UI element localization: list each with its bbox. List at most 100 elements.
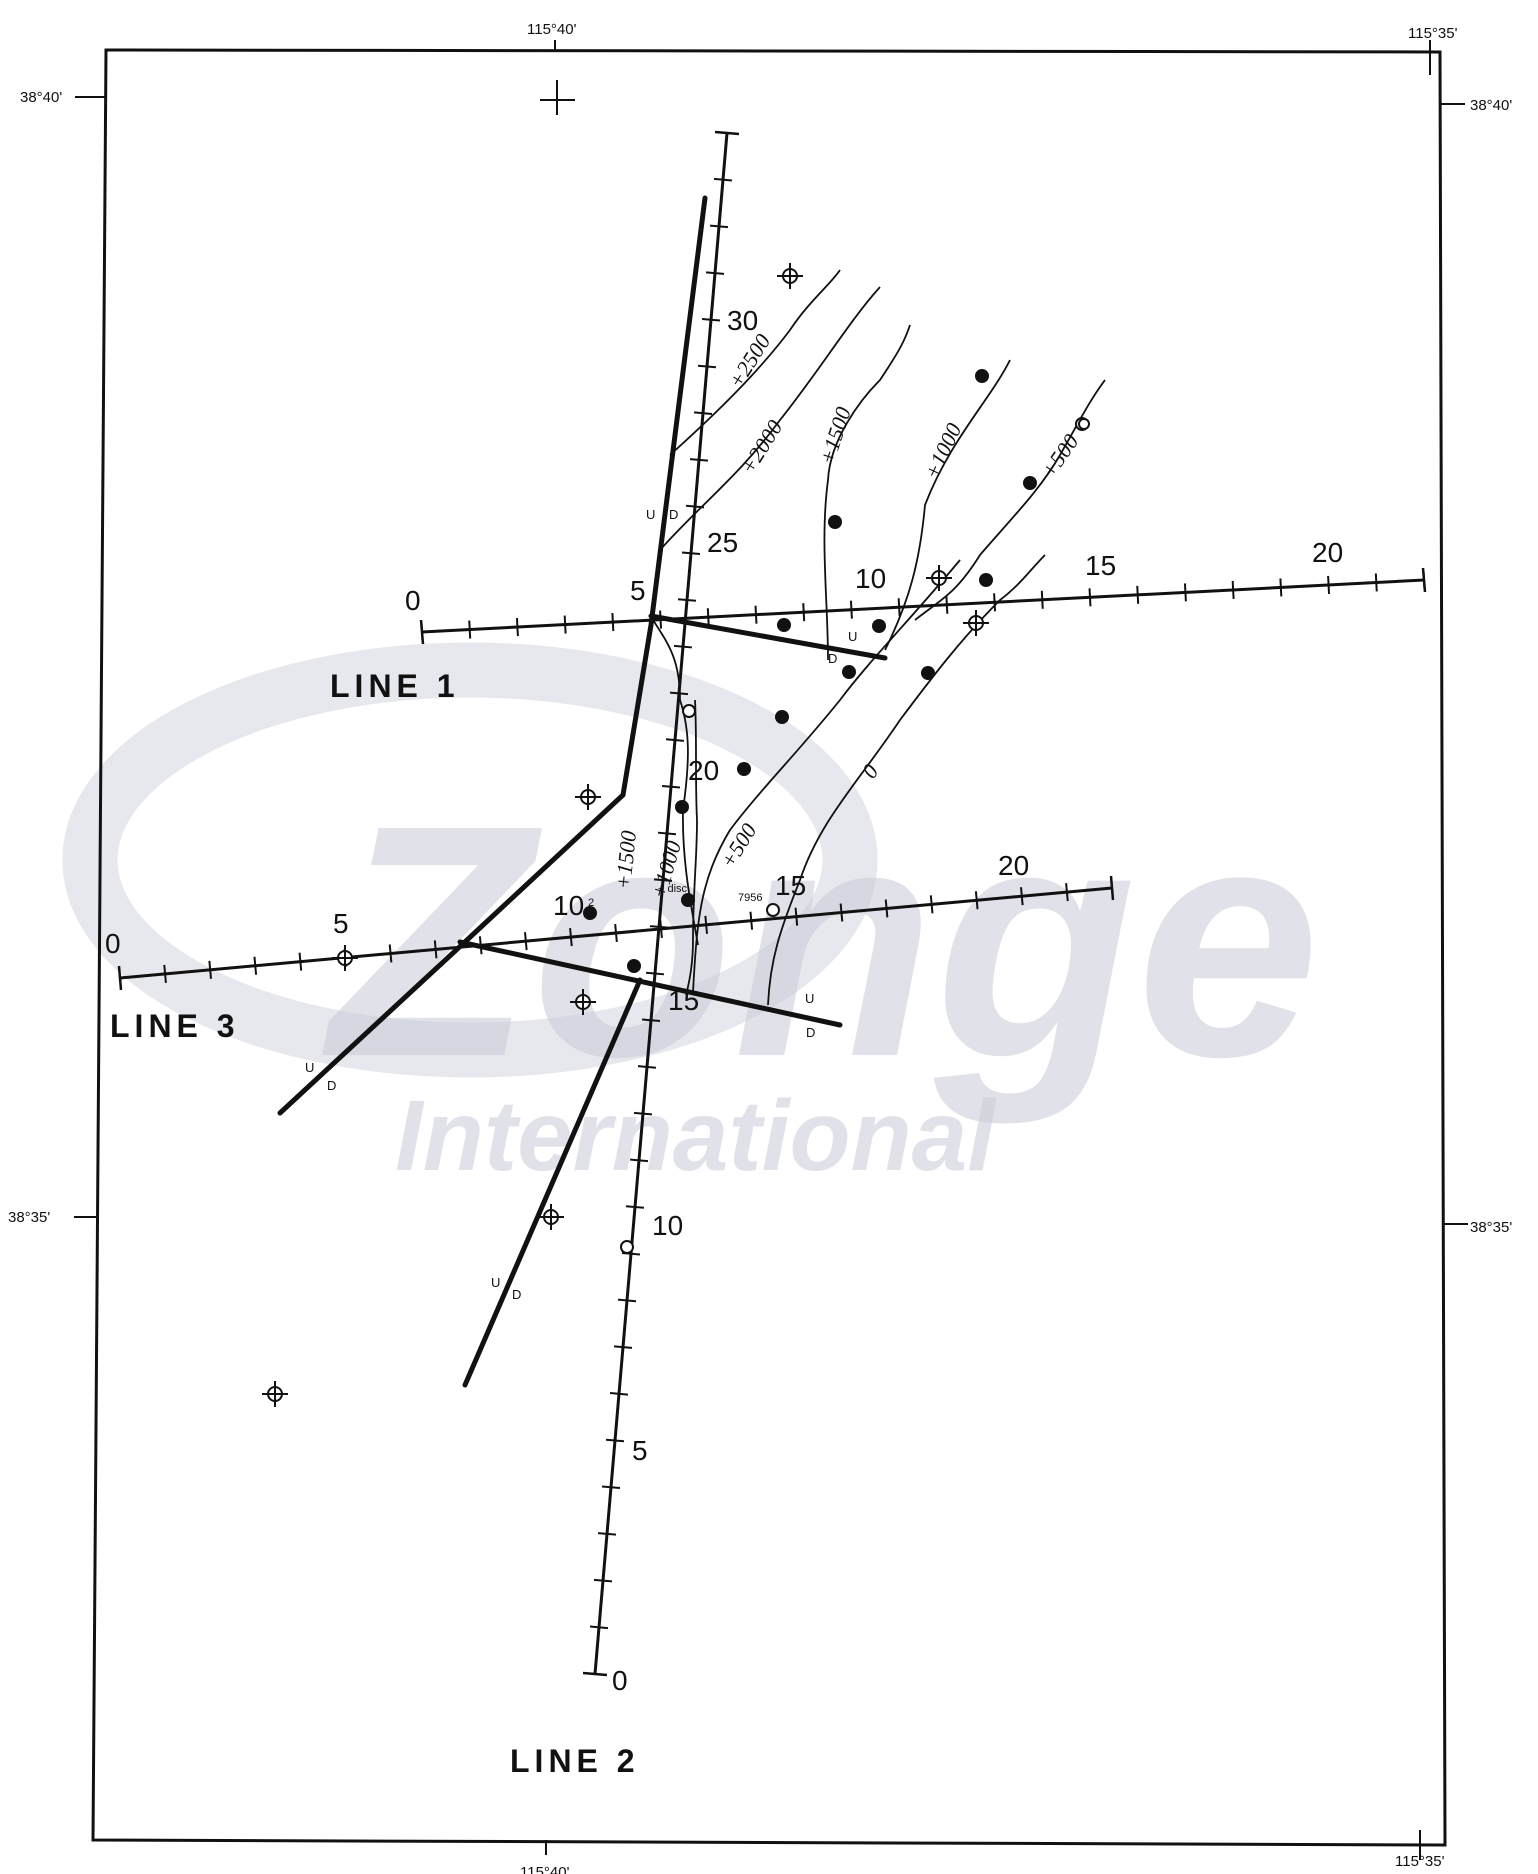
line-1-station-0: 0	[405, 585, 421, 616]
contours	[649, 269, 1106, 1006]
station-tick	[617, 1298, 637, 1303]
line-3-station-0: 0	[105, 928, 121, 959]
station-tick	[849, 600, 853, 619]
station-tick	[208, 960, 212, 979]
line-1-track	[421, 578, 1425, 634]
line-1-station-5: 5	[630, 575, 646, 606]
station-tick	[704, 915, 708, 934]
fault-mark-down: D	[669, 507, 678, 522]
lon-label-south-west: 115°40'	[520, 1864, 570, 1874]
line-1-station-10: 10	[855, 563, 886, 594]
station-tick	[897, 598, 901, 617]
faults	[277, 195, 888, 1388]
station-tick	[705, 271, 725, 275]
watermark-brand: Zonge	[320, 756, 1320, 1127]
station-tick	[802, 603, 806, 622]
dry-holes	[262, 263, 989, 1407]
line-2-station-10: 10	[652, 1210, 683, 1241]
line-2-track	[593, 132, 729, 1675]
line-2-station-5: 5	[632, 1435, 648, 1466]
station-tick	[681, 551, 701, 556]
contour-label-2000: +2000	[735, 415, 787, 478]
fault-mark-up: U	[805, 991, 814, 1006]
fault-mark-up: U	[305, 1060, 314, 1075]
station-tick	[749, 911, 754, 930]
fault-mark-up: U	[848, 629, 857, 644]
disc-note: + disc.	[658, 883, 690, 895]
station-tick	[661, 784, 681, 789]
station-tick	[659, 919, 663, 938]
station-tick	[754, 605, 758, 624]
station-tick	[1088, 588, 1092, 607]
lat-label-north-west: 38°40'	[20, 89, 62, 106]
fault-line1	[648, 613, 888, 661]
lon-label-north-east: 115°35'	[1408, 25, 1458, 42]
watermark-swoosh	[62, 642, 878, 1078]
contour-label-1500-south: +1500	[610, 829, 641, 890]
lat-label-north-east: 38°40'	[1470, 97, 1512, 114]
station-tick	[1374, 573, 1378, 592]
line-2-station-0: 0	[612, 1665, 628, 1696]
station-tick	[713, 177, 733, 182]
station-tick	[629, 1158, 649, 1163]
station-tick	[649, 925, 669, 929]
lon-label-south-east: 115°35'	[1395, 1853, 1445, 1870]
graticule-ticks	[74, 40, 1468, 1860]
fault-mark-down: D	[828, 651, 837, 666]
station-tick	[641, 1018, 661, 1023]
station-tick	[524, 932, 528, 951]
line-2-station-25: 25	[707, 527, 738, 558]
station-tick	[665, 738, 685, 742]
watermark-subtitle: International	[395, 1080, 997, 1192]
well-number: 7956	[738, 892, 762, 904]
station-tick	[1020, 887, 1024, 906]
lat-label-south-west: 38°35'	[8, 1209, 50, 1226]
station-tick	[597, 1532, 617, 1536]
line-1-station-20: 20	[1312, 537, 1343, 568]
line-2-station-30: 30	[727, 305, 758, 336]
station-tick	[633, 1111, 653, 1116]
station-tick	[563, 615, 567, 634]
station-tick	[1040, 590, 1044, 609]
fault-marks: U D U D U D U D U D	[305, 507, 857, 1302]
station-tick	[677, 598, 697, 602]
station-tick	[163, 964, 167, 983]
contour-label-500: +500	[1036, 429, 1084, 483]
station-tick	[794, 907, 799, 926]
station-tick	[1279, 578, 1283, 597]
station-tick	[1065, 883, 1069, 902]
station-tick	[673, 644, 693, 649]
station-tick	[614, 923, 618, 943]
lon-label-north-west: 115°40'	[527, 21, 577, 38]
fault-mark-down: D	[327, 1078, 336, 1093]
station-tick	[515, 618, 519, 637]
wells-filled	[583, 369, 1037, 973]
station-tick	[839, 903, 844, 922]
line-end-caps	[117, 130, 1427, 1677]
station-tick	[388, 944, 393, 963]
station-labels: 0 5 10 15 20 0 5 10 15 20 25 30 0 5 10 1…	[105, 305, 1343, 1696]
lat-label-south-east: 38°35'	[1470, 1219, 1512, 1236]
station-tick	[433, 940, 438, 959]
station-tick	[625, 1205, 645, 1209]
station-tick	[929, 895, 934, 914]
station-tick	[298, 952, 303, 971]
station-tick	[611, 613, 615, 632]
contour-label-1500: +1500	[814, 404, 856, 468]
wells-open	[620, 417, 1090, 1254]
fault-main	[277, 195, 708, 1116]
station-tick	[709, 224, 729, 229]
station-tick	[569, 928, 573, 947]
line-1-label: LINE 1	[330, 668, 460, 704]
fault-mark-up: U	[646, 507, 655, 522]
line-2-station-20: 20	[688, 755, 719, 786]
station-tick	[701, 318, 721, 322]
station-tick	[653, 878, 673, 882]
station-tick	[589, 1625, 609, 1630]
station-tick	[1136, 585, 1140, 604]
station-tick	[1183, 583, 1187, 602]
fault-mark-up: U	[491, 1275, 500, 1290]
watermark: Zonge International	[62, 642, 1320, 1192]
station-tick	[945, 595, 949, 614]
